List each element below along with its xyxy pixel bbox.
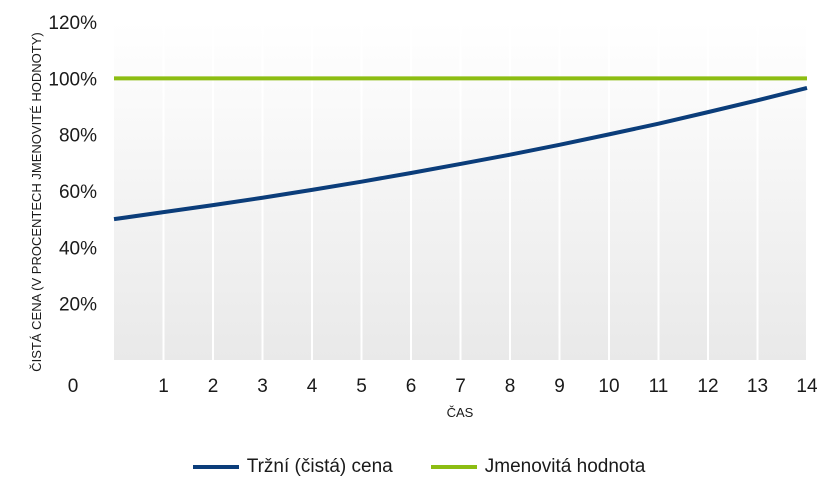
x-tick-label: 13 bbox=[747, 376, 768, 397]
legend-item-market-price: Tržní (čistá) cena bbox=[192, 456, 393, 478]
x-axis-title: ČAS bbox=[447, 405, 474, 420]
x-tick-label: 10 bbox=[598, 376, 619, 397]
x-axis: 0 1 2 3 4 5 6 7 8 9 10 11 12 13 14 bbox=[68, 376, 818, 397]
x-tick-label: 11 bbox=[649, 376, 669, 397]
y-tick-label: 60% bbox=[59, 182, 97, 203]
legend-label: Tržní (čistá) cena bbox=[246, 456, 393, 477]
x-tick-label: 6 bbox=[406, 376, 417, 397]
x-tick-label: 12 bbox=[697, 376, 718, 397]
y-tick-label: 100% bbox=[48, 69, 97, 90]
series-line-market-price bbox=[113, 85, 808, 222]
x-tick-label: 8 bbox=[505, 376, 516, 397]
x-tick-label: 9 bbox=[554, 376, 565, 397]
x-tick-label: 4 bbox=[307, 376, 318, 397]
legend-label: Jmenovitá hodnota bbox=[484, 456, 646, 477]
x-tick-label: 5 bbox=[356, 376, 367, 397]
y-tick-label: 40% bbox=[59, 238, 97, 259]
y-tick-label: 80% bbox=[59, 126, 97, 147]
x-tick-label: 14 bbox=[796, 376, 818, 397]
y-axis-title: ČISTÁ CENA (V PROCENTECH JMENOVITÉ HODNO… bbox=[29, 32, 44, 371]
legend-swatch-market-price bbox=[192, 465, 239, 469]
legend: Tržní (čistá) cena Jmenovitá hodnota bbox=[0, 452, 838, 482]
x-tick-label: 0 bbox=[68, 376, 79, 397]
legend-swatch-face-value bbox=[430, 465, 477, 469]
series-group bbox=[113, 76, 808, 222]
y-axis: 20% 40% 60% 80% 100% 120% bbox=[48, 13, 97, 316]
x-tick-label: 1 bbox=[158, 376, 169, 397]
x-tick-label: 3 bbox=[257, 376, 268, 397]
y-tick-label: 20% bbox=[59, 295, 97, 316]
y-tick-label: 120% bbox=[48, 13, 97, 34]
chart: 20%40%60%80%100%120% 0 1 2 3 4 5 6 7 8 9 10 11 12 13 1… bbox=[29, 13, 818, 420]
legend-item-face-value: Jmenovitá hodnota bbox=[430, 456, 646, 478]
x-tick-label: 2 bbox=[208, 376, 219, 397]
x-tick-label: 7 bbox=[455, 376, 466, 397]
